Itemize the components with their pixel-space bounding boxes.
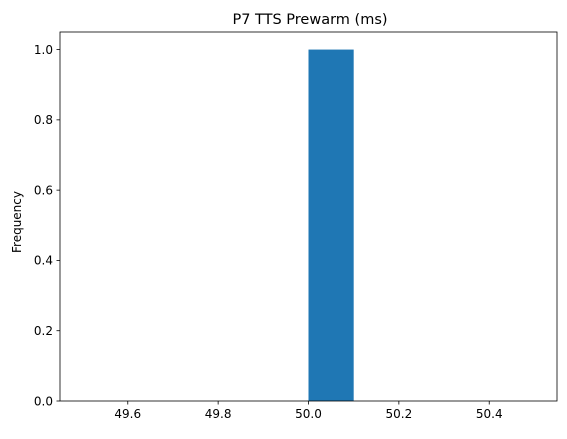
y-tick-label: 0.4: [34, 254, 53, 268]
y-tick-label: 0.2: [34, 324, 53, 338]
x-tick-label: 50.2: [386, 407, 413, 421]
y-tick-label: 0.8: [34, 113, 53, 127]
y-axis-label: Frequency: [10, 191, 24, 253]
x-tick-label: 50.0: [295, 407, 322, 421]
x-tick-label: 49.8: [205, 407, 232, 421]
y-tick-label: 0.0: [34, 394, 53, 408]
bars-layer: [308, 49, 354, 401]
axes-layer: 49.6 49.8 50.0 50.2 50.4 0.0 0.2 0.4 0.6 0.8 1.0: [34, 31, 558, 421]
histogram-bar: [308, 49, 354, 401]
y-tick-label: 1.0: [34, 43, 53, 57]
x-tick-label: 50.4: [476, 407, 503, 421]
y-tick-label: 0.6: [34, 183, 53, 197]
x-tick-label: 49.6: [114, 407, 141, 421]
chart-title: P7 TTS Prewarm (ms): [232, 12, 387, 28]
